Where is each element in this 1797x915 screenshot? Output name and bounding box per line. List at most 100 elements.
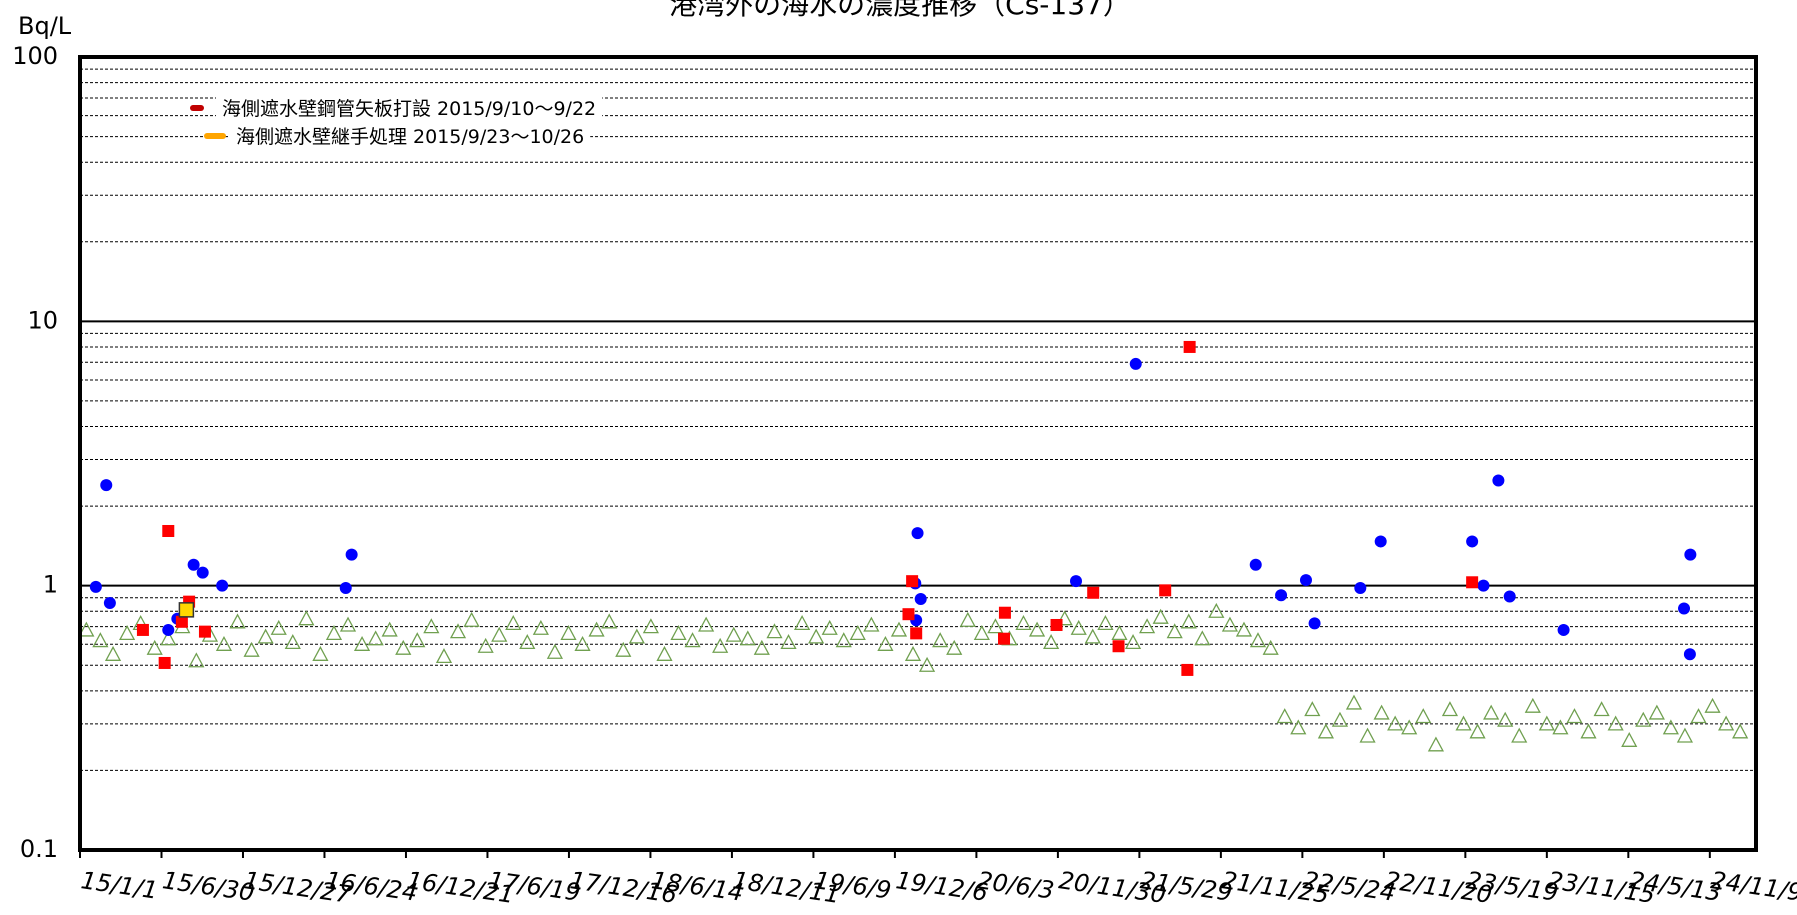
point: [229, 613, 246, 629]
point: [532, 619, 549, 635]
legend-swatch: [190, 105, 204, 111]
point: [1511, 727, 1528, 743]
point: [560, 624, 577, 641]
point: [100, 479, 113, 492]
point: [89, 580, 102, 593]
plot-area: [80, 340, 1749, 752]
point: [519, 634, 536, 650]
point: [1275, 589, 1288, 602]
point: [1056, 610, 1073, 626]
point: [1441, 701, 1459, 717]
point: [670, 624, 687, 641]
point: [1469, 723, 1486, 739]
point: [1345, 694, 1363, 710]
x-tick-label: 19/12/6: [894, 866, 990, 907]
point: [753, 639, 770, 655]
point: [918, 656, 936, 672]
point: [162, 524, 175, 537]
point: [1552, 719, 1569, 735]
point: [739, 630, 756, 646]
point: [615, 641, 632, 657]
point: [656, 645, 673, 661]
point: [1704, 697, 1721, 713]
legend-bg: [230, 124, 591, 150]
point: [1676, 727, 1694, 743]
point: [1276, 708, 1293, 724]
point: [339, 581, 352, 594]
point: [136, 623, 149, 636]
point: [1183, 340, 1196, 353]
point: [959, 611, 976, 627]
point: [863, 616, 880, 632]
point: [395, 639, 412, 655]
point: [1138, 618, 1156, 634]
y-tick-label: 0.1: [20, 835, 58, 863]
point: [160, 630, 177, 646]
chart-title: 港湾外の海水の濃度推移（Cs-137）: [669, 0, 1131, 21]
point: [1524, 697, 1541, 713]
point: [505, 615, 522, 631]
point: [1028, 621, 1046, 637]
point: [284, 634, 301, 650]
point: [1477, 579, 1490, 592]
point: [345, 548, 358, 561]
point: [449, 623, 467, 639]
point: [1648, 704, 1665, 720]
point: [1678, 602, 1691, 615]
point: [325, 624, 343, 641]
point: [158, 656, 171, 669]
point: [103, 596, 116, 609]
point: [187, 558, 200, 571]
point: [1249, 558, 1262, 571]
point: [215, 635, 233, 651]
point: [423, 618, 440, 634]
point: [1635, 711, 1652, 727]
point: [435, 648, 453, 664]
point: [601, 613, 618, 629]
point: [890, 621, 908, 637]
x-tick-label: 20/6/3: [976, 866, 1056, 904]
point: [1607, 715, 1624, 731]
point: [1290, 719, 1307, 735]
point: [1466, 576, 1479, 589]
legend-swatch: [204, 133, 226, 139]
point: [1221, 616, 1239, 632]
point: [932, 632, 949, 648]
point: [1262, 639, 1279, 655]
point: [914, 593, 927, 606]
point: [1015, 615, 1032, 631]
point: [1070, 575, 1083, 588]
point: [1180, 613, 1197, 629]
point: [1566, 708, 1583, 724]
point: [684, 632, 701, 648]
point: [257, 628, 274, 644]
point: [574, 635, 591, 651]
point: [118, 624, 136, 641]
point: [904, 645, 922, 661]
point: [491, 626, 508, 642]
point: [628, 628, 645, 644]
point: [910, 627, 923, 640]
point: [780, 634, 797, 650]
point: [1299, 574, 1312, 587]
point: [1387, 715, 1404, 731]
point: [642, 618, 659, 634]
point: [477, 637, 494, 653]
y-tick-label: 10: [27, 306, 58, 334]
point: [188, 652, 205, 668]
point: [367, 630, 384, 646]
point: [1308, 617, 1321, 630]
point: [1249, 632, 1267, 648]
legend-text: 海側遮水壁鋼管矢板打設 2015/9/10～9/22: [222, 98, 596, 120]
point: [1662, 719, 1679, 735]
point: [835, 632, 852, 648]
point: [92, 632, 109, 648]
point: [1684, 548, 1697, 561]
point: [1497, 711, 1514, 727]
point: [353, 635, 371, 651]
point: [175, 615, 188, 628]
point: [298, 610, 315, 626]
y-tick-label: 100: [12, 42, 58, 70]
point: [1194, 630, 1211, 646]
point: [1466, 535, 1479, 548]
